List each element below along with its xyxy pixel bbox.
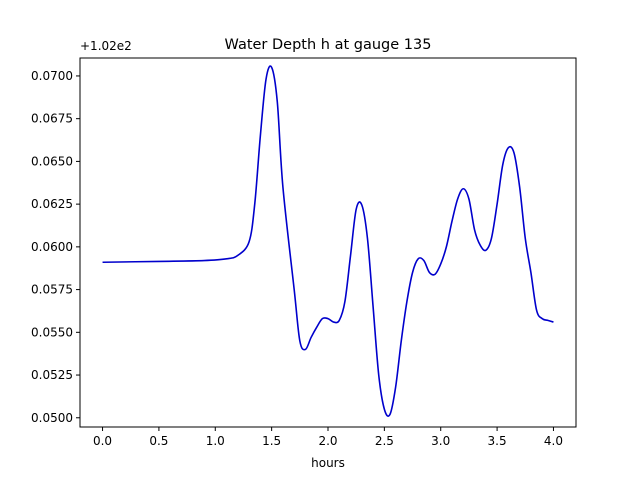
y-tick-label: 0.0500 [31,411,73,425]
x-tick-label: 4.0 [544,434,563,448]
y-tick-label: 0.0525 [31,368,73,382]
x-tick-label: 3.5 [488,434,507,448]
x-tick-label: 0.0 [93,434,112,448]
x-tick-label: 2.0 [318,434,337,448]
y-tick-label: 0.0625 [31,197,73,211]
x-axis-title: hours [311,456,345,470]
x-axis-ticks: 0.0 0.5 1.0 1.5 2.0 2.5 3.0 3.5 4.0 [93,427,563,448]
plot-frame [79,57,577,428]
y-tick-label: 0.0575 [31,283,73,297]
y-tick-label: 0.0600 [31,240,73,254]
x-tick-label: 3.0 [431,434,450,448]
y-tick-label: 0.0550 [31,325,73,339]
x-tick-label: 1.5 [262,434,281,448]
x-tick-label: 0.5 [149,434,168,448]
x-tick-label: 1.0 [206,434,225,448]
y-tick-label: 0.0700 [31,69,73,83]
y-tick-label: 0.0650 [31,154,73,168]
y-axis-offset-label: +1.02e2 [80,39,132,53]
y-tick-label: 0.0675 [31,112,73,126]
chart-title: Water Depth h at gauge 135 [225,37,432,53]
x-tick-label: 2.5 [375,434,394,448]
y-axis-ticks: 0.0500 0.0525 0.0550 0.0575 0.0600 0.0625 0.06… [31,69,80,425]
series-layer [102,65,554,417]
series-line-0 [102,65,554,417]
